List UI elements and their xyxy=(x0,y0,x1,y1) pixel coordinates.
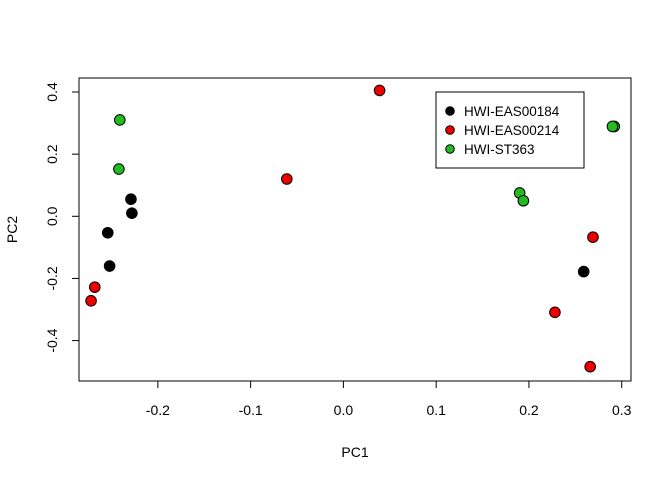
data-point-series-3 xyxy=(517,194,530,207)
data-point-series-3 xyxy=(113,163,125,175)
data-point-series-1 xyxy=(103,260,116,272)
data-point-series-1 xyxy=(125,193,137,205)
data-point-series-1 xyxy=(577,265,590,278)
legend-label: HWI-EAS00184 xyxy=(464,104,560,119)
x-tick-label: 0.2 xyxy=(519,402,539,418)
data-point-series-2 xyxy=(587,231,599,243)
data-point-series-2 xyxy=(373,84,386,97)
legend-marker xyxy=(445,144,455,154)
x-tick-label: 0.1 xyxy=(426,402,446,418)
legend-label: HWI-ST363 xyxy=(464,142,535,157)
data-point-series-1 xyxy=(126,207,138,219)
data-point-series-3 xyxy=(114,114,126,126)
x-tick-label: 0.3 xyxy=(612,402,632,418)
data-point-series-2 xyxy=(584,360,596,373)
x-tick-label: 0.0 xyxy=(334,402,354,418)
x-axis: -0.2 -0.1 0.0 0.1 0.2 0.3 xyxy=(146,380,632,418)
x-axis-title: PC1 xyxy=(341,444,368,460)
x-tick-label: -0.1 xyxy=(239,402,263,418)
y-tick-label: -0.2 xyxy=(44,266,60,290)
y-tick-label: 0.0 xyxy=(44,206,60,226)
x-tick-label: -0.2 xyxy=(146,402,170,418)
legend: HWI-EAS00184 HWI-EAS00214 HWI-ST363 xyxy=(435,91,585,169)
data-point-series-2 xyxy=(549,306,561,319)
y-tick-label: 0.4 xyxy=(44,82,60,102)
data-point-series-2 xyxy=(85,295,97,307)
data-point-series-1 xyxy=(101,226,114,239)
y-axis-title: PC2 xyxy=(4,216,20,243)
legend-marker xyxy=(445,106,455,116)
y-tick-label: -0.4 xyxy=(44,328,60,352)
data-points xyxy=(85,84,621,373)
data-point-series-2 xyxy=(281,173,293,185)
data-point-series-2 xyxy=(88,281,101,293)
y-tick-label: 0.2 xyxy=(44,144,60,164)
data-point-series-3 xyxy=(606,120,619,133)
legend-marker xyxy=(445,125,455,135)
y-axis: -0.4 -0.2 0.0 0.2 0.4 xyxy=(44,82,80,353)
legend-label: HWI-EAS00214 xyxy=(464,123,560,138)
legend-box xyxy=(435,91,585,169)
